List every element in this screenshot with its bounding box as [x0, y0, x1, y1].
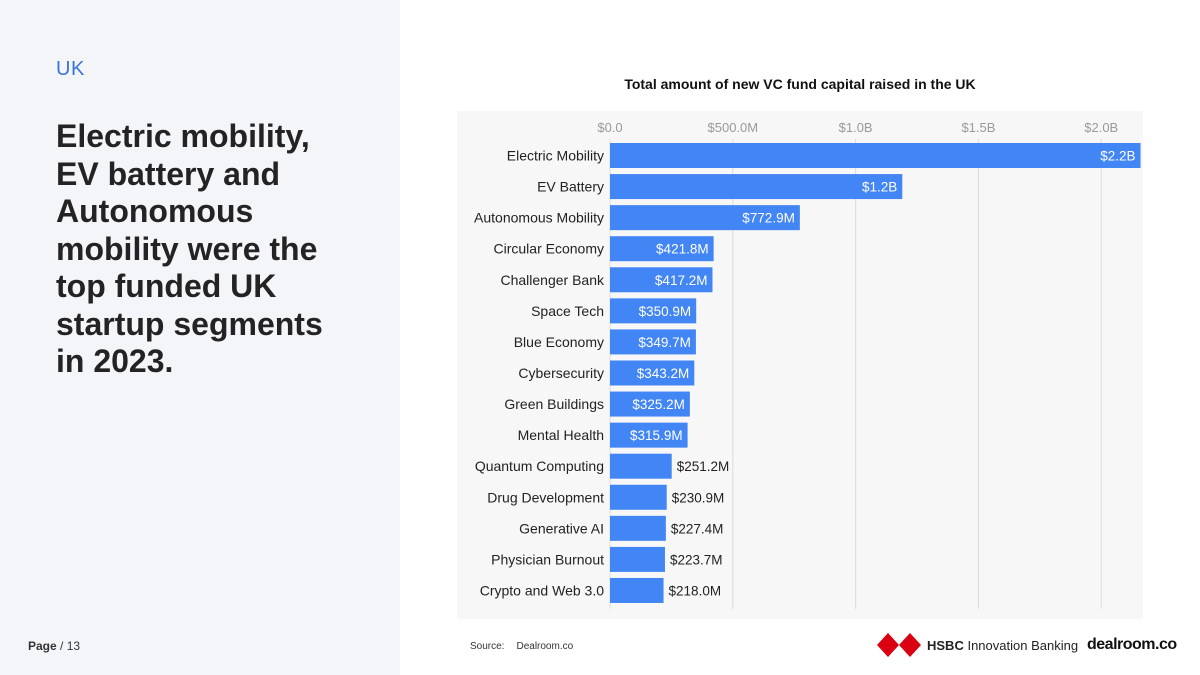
data-label: $227.4M: [671, 521, 724, 536]
bar: [610, 484, 667, 510]
category-label: Quantum Computing: [475, 458, 604, 474]
bar: [610, 391, 690, 417]
category-label: Autonomous Mobility: [474, 210, 604, 226]
data-label: $315.9M: [630, 428, 683, 443]
category-label: Cybersecurity: [518, 365, 604, 381]
bar: [610, 143, 1141, 168]
data-label: $2.2B: [1100, 149, 1135, 164]
chart-area: $0.0 $500.0M $1.0B $1.5B $2.0B Electric Mobil…: [457, 111, 1143, 619]
data-label: $1.2B: [862, 180, 897, 195]
bar: [610, 360, 695, 386]
hsbc-hexagon-icon: [877, 633, 921, 657]
category-label: Mental Health: [518, 427, 604, 443]
region-kicker: UK: [56, 58, 85, 80]
chart-title: Total amount of new VC fund capital rais…: [624, 76, 976, 92]
headline: Electric mobility, EV battery and Autono…: [56, 118, 323, 379]
category-label: Drug Development: [487, 489, 604, 505]
data-label: $223.7M: [670, 552, 723, 567]
bar: [610, 267, 713, 293]
hsbc-logo: HSBC Innovation Banking: [877, 633, 1078, 657]
bar: [610, 515, 666, 541]
hsbc-wordmark: HSBC Innovation Banking: [927, 638, 1078, 653]
category-label: Green Buildings: [504, 396, 604, 412]
data-label: $251.2M: [677, 459, 730, 474]
bar: [610, 174, 903, 200]
data-label: $349.7M: [638, 335, 691, 350]
bar: [610, 577, 664, 603]
source-value: Dealroom.co: [516, 641, 574, 652]
x-tick-label: $1.0B: [839, 120, 873, 135]
data-label: $230.9M: [672, 490, 725, 505]
data-label: $343.2M: [637, 366, 690, 381]
x-tick-label: $0.0: [597, 120, 622, 135]
bar: [610, 422, 688, 448]
category-label: Space Tech: [531, 303, 604, 319]
page-total: / 13: [56, 639, 81, 653]
bar: [610, 453, 672, 479]
page-number: Page / 13: [28, 639, 80, 653]
page-label: Page: [28, 639, 57, 653]
bar: [610, 205, 800, 231]
category-label: Generative AI: [519, 520, 604, 536]
category-label: Challenger Bank: [500, 272, 605, 288]
x-tick-label: $1.5B: [961, 120, 995, 135]
left-panel: UK Electric mobility, EV battery and Aut…: [0, 0, 400, 675]
bar: [610, 236, 714, 262]
data-label: $350.9M: [639, 304, 692, 319]
data-label: $772.9M: [742, 211, 795, 226]
bar: [610, 298, 697, 324]
hsbc-sub: Innovation Banking: [967, 637, 1079, 653]
data-label: $421.8M: [656, 242, 709, 257]
bar: [610, 329, 696, 355]
x-tick-label: $500.0M: [708, 120, 759, 135]
hsbc-brand: HSBC: [927, 637, 964, 653]
category-label: Circular Economy: [494, 241, 604, 257]
category-label: Physician Burnout: [491, 551, 604, 567]
source-label: Source:: [470, 641, 505, 652]
data-label: $417.2M: [655, 273, 708, 288]
data-label: $218.0M: [669, 583, 722, 598]
x-tick-label: $2.0B: [1084, 120, 1118, 135]
category-label: Blue Economy: [514, 334, 604, 350]
category-label: EV Battery: [537, 179, 604, 195]
source-note: Source: Dealroom.co: [470, 641, 573, 652]
category-label: Crypto and Web 3.0: [480, 582, 604, 598]
category-label: Electric Mobility: [507, 148, 604, 164]
dealroom-logo: dealroom.co: [1087, 636, 1177, 653]
bar: [610, 546, 665, 572]
data-label: $325.2M: [632, 397, 685, 412]
bar-chart: $0.0 $500.0M $1.0B $1.5B $2.0B Electric Mobil…: [474, 120, 1141, 610]
